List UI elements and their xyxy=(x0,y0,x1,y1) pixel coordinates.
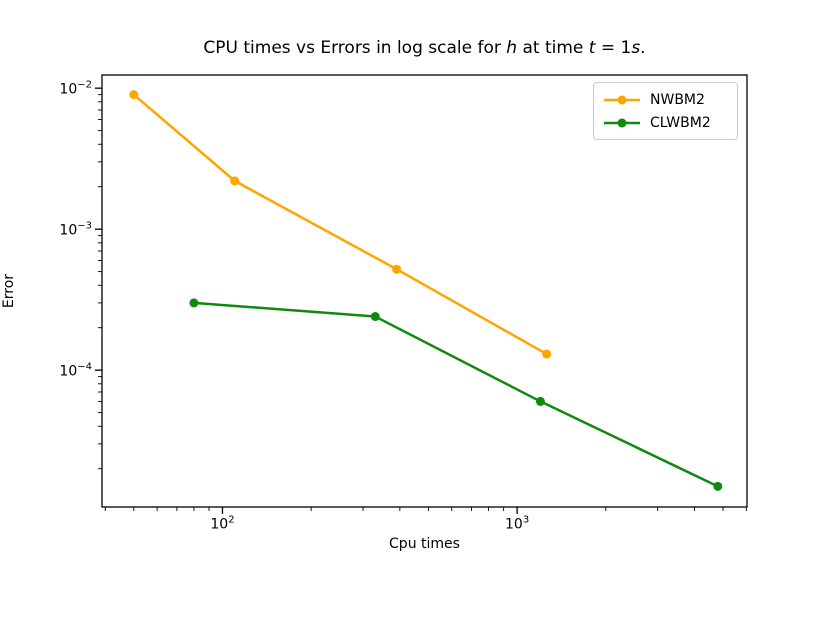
series-line-clwbm2 xyxy=(192,301,720,488)
x-axis-tick-label: 102 xyxy=(210,515,234,533)
legend-item-nwbm2: NWBM2 xyxy=(603,88,727,111)
data-point-clwbm2 xyxy=(189,298,199,308)
y-axis-label: Error xyxy=(1,273,17,309)
data-point-nwbm2 xyxy=(392,264,402,274)
data-point-clwbm2 xyxy=(713,481,723,491)
axes-spines xyxy=(101,74,748,508)
title-text: . xyxy=(640,38,646,58)
legend-line-sample-orange xyxy=(604,95,640,104)
legend-line-sample-green xyxy=(604,118,640,127)
series-line-nwbm2 xyxy=(132,93,548,356)
title-text: at time xyxy=(517,38,589,58)
legend-label: CLWBM2 xyxy=(650,114,711,131)
y-axis-tick-label: 10−2 xyxy=(59,80,92,98)
y-axis-tick-label: 10−4 xyxy=(59,362,92,380)
title-var-t: t xyxy=(588,38,596,58)
chart-title: CPU times vs Errors in log scale for h a… xyxy=(102,38,747,58)
title-var-h: h xyxy=(506,38,518,58)
legend[interactable]: NWBM2 CLWBM2 xyxy=(593,82,738,140)
x-axis-label: Cpu times xyxy=(389,536,460,552)
data-point-nwbm2 xyxy=(542,349,552,359)
data-point-clwbm2 xyxy=(535,396,545,406)
data-point-nwbm2 xyxy=(129,90,139,100)
legend-label: NWBM2 xyxy=(650,91,705,108)
title-text: CPU times vs Errors in log scale for xyxy=(203,38,507,58)
x-axis-tick-label: 103 xyxy=(505,515,529,533)
title-var-s: s xyxy=(631,38,641,58)
legend-item-clwbm2: CLWBM2 xyxy=(603,111,727,134)
y-axis-tick-label: 10−3 xyxy=(59,221,92,239)
title-text: = 1 xyxy=(595,38,632,58)
data-point-nwbm2 xyxy=(230,176,240,186)
data-point-clwbm2 xyxy=(370,312,380,322)
